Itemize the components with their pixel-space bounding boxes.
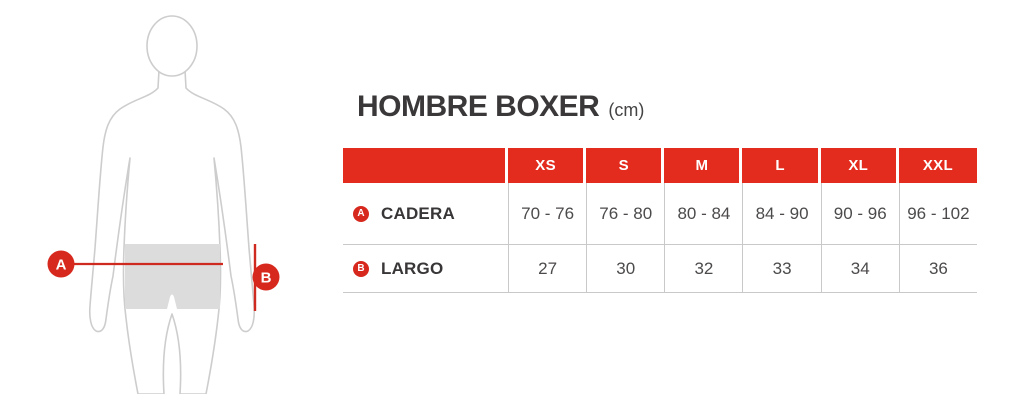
body-outline	[88, 69, 256, 395]
body-diagram-svg: A B	[47, 15, 280, 395]
header-size-m: M	[664, 148, 743, 183]
row-label-cell-largo: B LARGO	[343, 245, 508, 292]
cadera-value-s: 76 - 80	[586, 183, 664, 244]
boxer-shorts	[125, 244, 220, 309]
marker-b-letter: B	[261, 270, 272, 287]
marker-b-circle	[252, 263, 280, 291]
cadera-value-xxl: 96 - 102	[898, 183, 977, 244]
cadera-value-xs: 70 - 76	[508, 183, 586, 244]
cadera-value-xl: 90 - 96	[820, 183, 899, 244]
table-row-largo: B LARGO 27 30 32 33 34 36	[343, 245, 977, 293]
header-size-xxl: XXL	[898, 148, 977, 183]
header-size-xs: XS	[508, 148, 587, 183]
header-size-xl: XL	[820, 148, 899, 183]
marker-a-badge: A	[353, 205, 369, 222]
largo-value-s: 30	[586, 245, 664, 292]
row-label-cadera: CADERA	[381, 203, 455, 223]
size-table-header: XS S M L XL XXL	[343, 148, 977, 183]
marker-a-letter: A	[56, 257, 67, 274]
title-unit: (cm)	[608, 100, 645, 120]
largo-value-xs: 27	[508, 245, 586, 292]
row-label-largo: LARGO	[381, 258, 444, 278]
body-diagram: A B	[0, 0, 320, 395]
head-outline	[146, 15, 198, 77]
title-text: HOMBRE BOXER	[357, 90, 600, 123]
largo-value-m: 32	[664, 245, 742, 292]
header-empty-cell	[343, 148, 508, 183]
marker-a-circle	[47, 250, 75, 278]
table-row-cadera: A CADERA 70 - 76 76 - 80 80 - 84 84 - 90…	[343, 183, 977, 245]
header-size-s: S	[586, 148, 665, 183]
largo-value-xl: 34	[820, 245, 899, 292]
row-label-cell-cadera: A CADERA	[343, 183, 508, 244]
cadera-value-m: 80 - 84	[664, 183, 742, 244]
page-title: HOMBRE BOXER (cm)	[357, 90, 644, 124]
header-size-l: L	[742, 148, 821, 183]
marker-b-badge: B	[353, 260, 369, 277]
largo-value-xxl: 36	[898, 245, 977, 292]
cadera-value-l: 84 - 90	[742, 183, 820, 244]
largo-value-l: 33	[742, 245, 820, 292]
size-table: XS S M L XL XXL A CADERA 70 - 76 76 - 80…	[343, 148, 977, 293]
